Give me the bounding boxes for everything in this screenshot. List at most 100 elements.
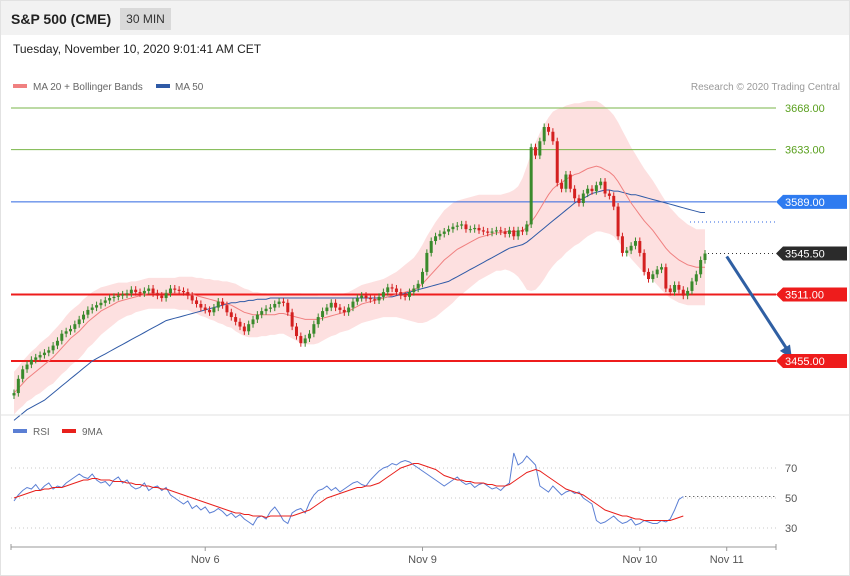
candle-body <box>486 231 490 233</box>
candle <box>199 300 203 312</box>
candle <box>55 337 59 350</box>
candle <box>442 227 446 238</box>
candle <box>407 288 411 301</box>
candle <box>64 327 68 338</box>
candle <box>612 192 616 211</box>
candle-body <box>177 289 181 291</box>
candle <box>255 311 259 323</box>
candle <box>308 330 312 342</box>
timeframe-button[interactable]: 30 MIN <box>120 8 171 30</box>
candle-body <box>473 227 477 230</box>
candle-body <box>25 364 29 370</box>
candle <box>555 137 559 187</box>
candle-body <box>681 289 685 296</box>
candle-body <box>664 267 668 289</box>
candle <box>134 286 138 296</box>
candle-body <box>468 229 472 231</box>
candle-body <box>534 147 538 156</box>
candle <box>290 308 294 331</box>
candle <box>516 226 520 240</box>
candle <box>464 220 468 233</box>
candle-body <box>690 281 694 291</box>
legend-label-9ma: 9MA <box>82 427 103 438</box>
candle <box>486 227 490 237</box>
rsi-tick-30: 30 <box>785 523 797 535</box>
candle-body <box>590 188 594 192</box>
candle-body <box>34 357 38 360</box>
candle-body <box>668 288 672 293</box>
candle-body <box>255 314 259 320</box>
candle-body <box>455 225 459 227</box>
level-label-1: 3633.00 <box>785 145 825 157</box>
candle-body <box>321 311 325 318</box>
candle-body <box>221 301 225 306</box>
candle <box>629 242 633 255</box>
candle-body <box>568 174 572 189</box>
candle <box>529 143 533 228</box>
candle-body <box>299 336 303 344</box>
candle-body <box>616 206 620 237</box>
candle <box>221 298 225 309</box>
candle-body <box>673 284 677 293</box>
candle-body <box>686 290 690 296</box>
candle <box>129 286 133 297</box>
candle <box>655 265 659 278</box>
candle <box>373 295 377 304</box>
candle-body <box>125 293 129 295</box>
candle <box>551 128 555 145</box>
candle-body <box>403 295 407 297</box>
candle <box>155 289 159 300</box>
candle-body <box>225 305 229 313</box>
candle-body <box>373 299 377 301</box>
candle-body <box>116 295 120 297</box>
candle-body <box>334 302 338 308</box>
candle-body <box>290 312 294 327</box>
candle <box>673 281 677 296</box>
candle <box>21 365 25 383</box>
candle-body <box>633 241 637 246</box>
candle <box>51 341 55 354</box>
candle <box>538 137 542 160</box>
legend-swatch-rsi <box>13 429 27 433</box>
candle-body <box>12 393 16 396</box>
candle-body <box>429 241 433 253</box>
candle <box>620 232 624 257</box>
bollinger-band-area <box>14 100 705 415</box>
candle-body <box>407 292 411 297</box>
candle-body <box>29 359 33 365</box>
candle-body <box>82 314 86 320</box>
candle-body <box>512 230 516 237</box>
candle-body <box>629 245 633 251</box>
candle-body <box>90 307 94 310</box>
candle <box>238 318 242 331</box>
candle <box>603 178 607 198</box>
candle <box>581 189 585 207</box>
candle <box>525 220 529 236</box>
candle <box>208 306 212 316</box>
candle <box>203 303 207 314</box>
candle <box>403 292 407 301</box>
candle-body <box>308 333 312 339</box>
candle <box>660 263 664 274</box>
candle <box>494 226 498 236</box>
moving-averages <box>13 165 705 421</box>
candle <box>564 170 568 193</box>
candle <box>281 298 285 307</box>
candle-body <box>51 345 55 351</box>
candle-body <box>190 295 194 301</box>
candle-body <box>203 307 207 310</box>
legend-label-ma50: MA 50 <box>175 82 204 93</box>
candle-body <box>620 236 624 253</box>
candle <box>499 226 503 236</box>
price-levels <box>11 107 776 362</box>
candle-body <box>555 141 559 183</box>
candle-body <box>199 303 203 308</box>
candle <box>273 300 277 312</box>
candle <box>668 284 672 296</box>
candle <box>116 292 120 301</box>
candle <box>234 313 238 326</box>
candle <box>347 303 351 316</box>
legend-swatch-ma20 <box>13 84 27 88</box>
candle-body <box>642 252 646 272</box>
candle-body <box>273 303 277 308</box>
